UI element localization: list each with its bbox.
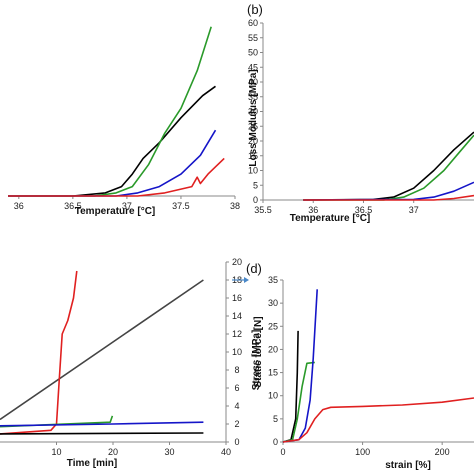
series-line-d-2 <box>282 289 318 443</box>
series-line-b-3 <box>303 194 474 201</box>
y-tick-label: 0 <box>253 195 258 205</box>
y-tick-label: 10 <box>248 166 258 176</box>
panel-label: (b) <box>247 2 263 17</box>
y-tick-label: 16 <box>232 293 242 303</box>
panel-a: 36 36.5 37 37.5 38 Temperature [°C] <box>8 26 240 217</box>
x-tick-label: 200 <box>435 447 450 457</box>
panel-label: (d) <box>246 261 262 276</box>
y-tick-label: 2 <box>234 419 239 429</box>
series-line-a-1 <box>8 26 212 197</box>
y-tick-label: 0 <box>234 437 239 447</box>
y-axis-title: Stress [MPa] <box>251 330 262 391</box>
x-tick-label: 37 <box>409 205 419 215</box>
y-tick-label: 10 <box>232 347 242 357</box>
x-tick-label: 36 <box>308 205 318 215</box>
x-axis-title: strain [%] <box>385 460 431 471</box>
y-tick-label: 60 <box>248 18 258 28</box>
series-line-c-3 <box>0 421 204 427</box>
x-tick-label: 0 <box>280 447 285 457</box>
x-tick-label: 30 <box>164 447 174 457</box>
panel-d: 0 100 200 0 5 10 15 20 25 30 35 strain [%] Stress [M… <box>246 261 474 471</box>
panel-b: 35.5 36 36.5 37 0 5 10 15 20 25 30 35 40 45 50 55 60 Temp… <box>247 2 474 224</box>
y-tick-label: 50 <box>248 48 258 58</box>
x-axis-title: Temperature [°C] <box>75 206 156 217</box>
y-tick-label: 55 <box>248 33 258 43</box>
y-tick-label: 15 <box>248 151 258 161</box>
x-tick-label: 36 <box>14 201 24 211</box>
y-tick-label: 14 <box>232 311 242 321</box>
y-axis-title: Loss Modulus [MPa] <box>248 69 259 166</box>
x-tick-label: 36.5 <box>64 201 82 211</box>
series-line-a-3 <box>8 157 225 197</box>
series-line-a-0 <box>8 85 216 197</box>
y-tick-label: 20 <box>268 344 278 354</box>
series-line-b-1 <box>303 134 474 201</box>
x-tick-label: 10 <box>51 447 61 457</box>
y-tick-label: 6 <box>234 383 239 393</box>
y-tick-label: 35 <box>248 92 258 102</box>
y-tick-label: 45 <box>248 62 258 72</box>
y-tick-label: 40 <box>248 77 258 87</box>
y-tick-label: 0 <box>273 437 278 447</box>
x-tick-label: 40 <box>221 447 231 457</box>
y-tick-label: 20 <box>248 136 258 146</box>
y-tick-label: 35 <box>268 275 278 285</box>
series-line-c-1 <box>0 270 78 435</box>
axis-pointer-arrow <box>232 277 249 283</box>
x-tick-label: 38 <box>230 201 240 211</box>
y-tick-label: 30 <box>248 107 258 117</box>
x-tick-label: 37 <box>122 201 132 211</box>
y-axis-title: Static force [N] <box>253 316 264 387</box>
y-tick-label: 25 <box>248 121 258 131</box>
x-tick-label: 37.5 <box>172 201 190 211</box>
series-line-d-3 <box>282 397 474 443</box>
series-line-a-2 <box>8 129 217 197</box>
series-line-c-0 <box>0 279 204 421</box>
x-tick-label: 35.5 <box>254 205 272 215</box>
x-tick-label: 20 <box>108 447 118 457</box>
y-tick-label: 20 <box>232 257 242 267</box>
y-tick-label: 5 <box>273 414 278 424</box>
x-axis-title: Temperature [°C] <box>290 213 371 224</box>
y-tick-label: 4 <box>234 401 239 411</box>
x-axis-title: Time [min] <box>67 458 117 469</box>
y-tick-label: 5 <box>253 180 258 190</box>
y-tick-label: 30 <box>268 298 278 308</box>
x-tick-label: 100 <box>355 447 370 457</box>
series-line-c-4 <box>0 432 204 435</box>
y-tick-label: 10 <box>268 391 278 401</box>
x-tick-label: 36.5 <box>355 205 373 215</box>
y-tick-label: 8 <box>234 365 239 375</box>
y-tick-label: 25 <box>268 321 278 331</box>
y-tick-label: 15 <box>268 368 278 378</box>
y-tick-label: 12 <box>232 329 242 339</box>
